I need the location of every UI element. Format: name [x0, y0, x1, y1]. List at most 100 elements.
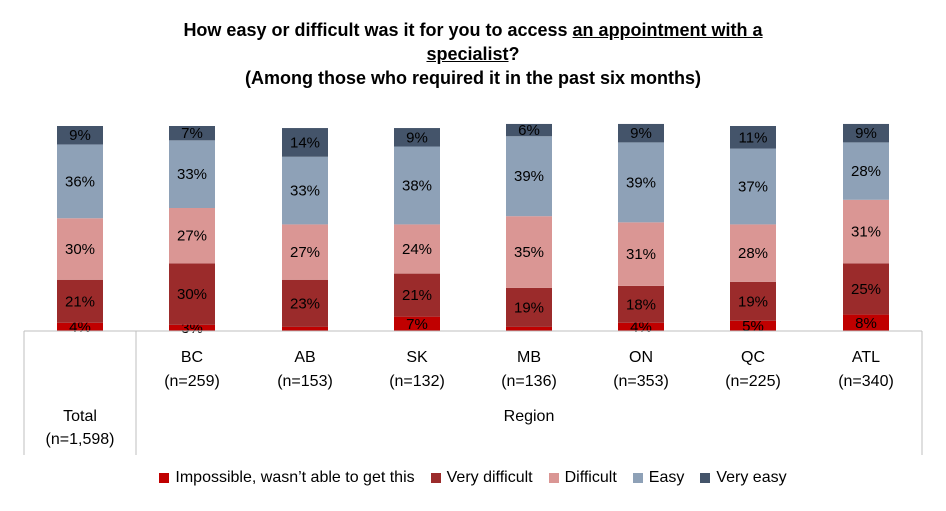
- bar-segment: [618, 123, 664, 143]
- bar-segment: [730, 148, 776, 225]
- data-label: 28%: [738, 245, 768, 262]
- bar-segment: [506, 216, 552, 288]
- legend-item: Very easy: [700, 469, 787, 487]
- legend: Impossible, wasn’t able to get this Very …: [0, 469, 946, 487]
- legend-swatch: [632, 473, 643, 483]
- data-label: 33%: [290, 183, 320, 200]
- bar-segment: [282, 128, 328, 157]
- data-label: 31%: [626, 246, 656, 263]
- bar-segment: [843, 199, 889, 264]
- category-label: AB: [294, 349, 315, 366]
- title-line1-underlined: an appointment with a: [572, 20, 763, 40]
- title-line2-suffix: ?: [508, 44, 520, 64]
- title-line2-underlined: specialist: [426, 44, 509, 64]
- bar-segment: [730, 126, 776, 149]
- category-n-label: (n=353): [613, 373, 669, 390]
- category-label: ON: [629, 349, 653, 366]
- total-n-label: (n=1,598): [46, 431, 115, 448]
- bar-segment: [282, 156, 328, 225]
- data-label: 18%: [626, 296, 656, 313]
- data-label: 25%: [851, 281, 881, 298]
- legend-swatch: [159, 473, 170, 483]
- category-n-label: (n=132): [389, 373, 445, 390]
- bar-segment: [730, 320, 776, 331]
- bar-segment: [843, 263, 889, 315]
- legend-label: Very easy: [716, 469, 787, 486]
- bar-segment: [57, 218, 103, 280]
- group-label-region: Region: [504, 408, 555, 425]
- data-label: 30%: [65, 241, 95, 258]
- bar-segment: [57, 144, 103, 219]
- data-label: 8%: [855, 315, 877, 332]
- bar-segment: [169, 140, 215, 208]
- data-label: 9%: [630, 125, 652, 142]
- bar-segment: [169, 208, 215, 264]
- category-n-label: (n=136): [501, 373, 557, 390]
- legend-label: Difficult: [564, 469, 617, 486]
- data-label: 27%: [177, 228, 207, 245]
- data-label: 9%: [855, 125, 877, 142]
- data-label: 21%: [65, 293, 95, 310]
- category-label: QC: [741, 349, 765, 366]
- chart-title: How easy or difficult was it for you to …: [0, 18, 946, 90]
- title-line3: (Among those who required it in the past…: [244, 68, 702, 88]
- bar-segment: [282, 326, 328, 331]
- bar-segment: [394, 316, 440, 331]
- legend-item: Difficult: [548, 469, 617, 487]
- bar-segment: [394, 128, 440, 147]
- data-label: 31%: [851, 224, 881, 241]
- title-line1-prefix: How easy or difficult was it for you to …: [183, 20, 573, 40]
- bar-segment: [394, 224, 440, 274]
- bar-segment: [169, 324, 215, 331]
- bar-segment: [169, 126, 215, 141]
- bar-segment: [730, 281, 776, 321]
- bar-segment: [618, 285, 664, 323]
- category-n-label: (n=153): [277, 373, 333, 390]
- data-label: 23%: [290, 295, 320, 312]
- bar-segment: [506, 123, 552, 137]
- legend-label: Easy: [648, 469, 685, 486]
- bar-segment: [730, 224, 776, 282]
- bar-segment: [282, 224, 328, 280]
- data-label: 9%: [406, 129, 428, 146]
- legend-item: Impossible, wasn’t able to get this: [159, 469, 415, 487]
- category-label: MB: [517, 349, 541, 366]
- data-label: 19%: [514, 299, 544, 316]
- legend-swatch: [700, 473, 711, 483]
- legend-swatch: [548, 473, 559, 483]
- data-label: 39%: [626, 174, 656, 191]
- data-label: 7%: [181, 125, 203, 142]
- legend-swatch: [430, 473, 441, 483]
- category-n-label: (n=340): [838, 373, 894, 390]
- data-label: 6%: [518, 122, 540, 139]
- data-label: 11%: [739, 129, 768, 146]
- data-label: 24%: [402, 241, 432, 258]
- total-label: Total: [63, 408, 97, 425]
- category-n-label: (n=259): [164, 373, 220, 390]
- data-label: 35%: [514, 244, 544, 261]
- category-label: SK: [406, 349, 428, 366]
- data-label: 30%: [177, 286, 207, 303]
- data-label: 7%: [406, 316, 428, 333]
- category-label: ATL: [852, 349, 880, 366]
- bar-segment: [394, 146, 440, 225]
- data-label: 38%: [402, 177, 432, 194]
- bar-segment: [618, 322, 664, 331]
- legend-item: Very difficult: [430, 469, 533, 487]
- bar-segment: [843, 123, 889, 143]
- bar-segment: [57, 322, 103, 331]
- bar-segment: [57, 279, 103, 323]
- bar-segment: [57, 126, 103, 145]
- category-n-label: (n=225): [725, 373, 781, 390]
- bar-segment: [618, 222, 664, 286]
- data-label: 33%: [177, 166, 207, 183]
- legend-label: Impossible, wasn’t able to get this: [175, 469, 415, 486]
- data-label: 27%: [290, 244, 320, 261]
- data-label: 9%: [69, 127, 91, 144]
- data-label: 4%: [630, 319, 652, 336]
- category-label: BC: [181, 349, 203, 366]
- data-label: 21%: [402, 287, 432, 304]
- data-label: 28%: [851, 163, 881, 180]
- data-label: 19%: [738, 293, 768, 310]
